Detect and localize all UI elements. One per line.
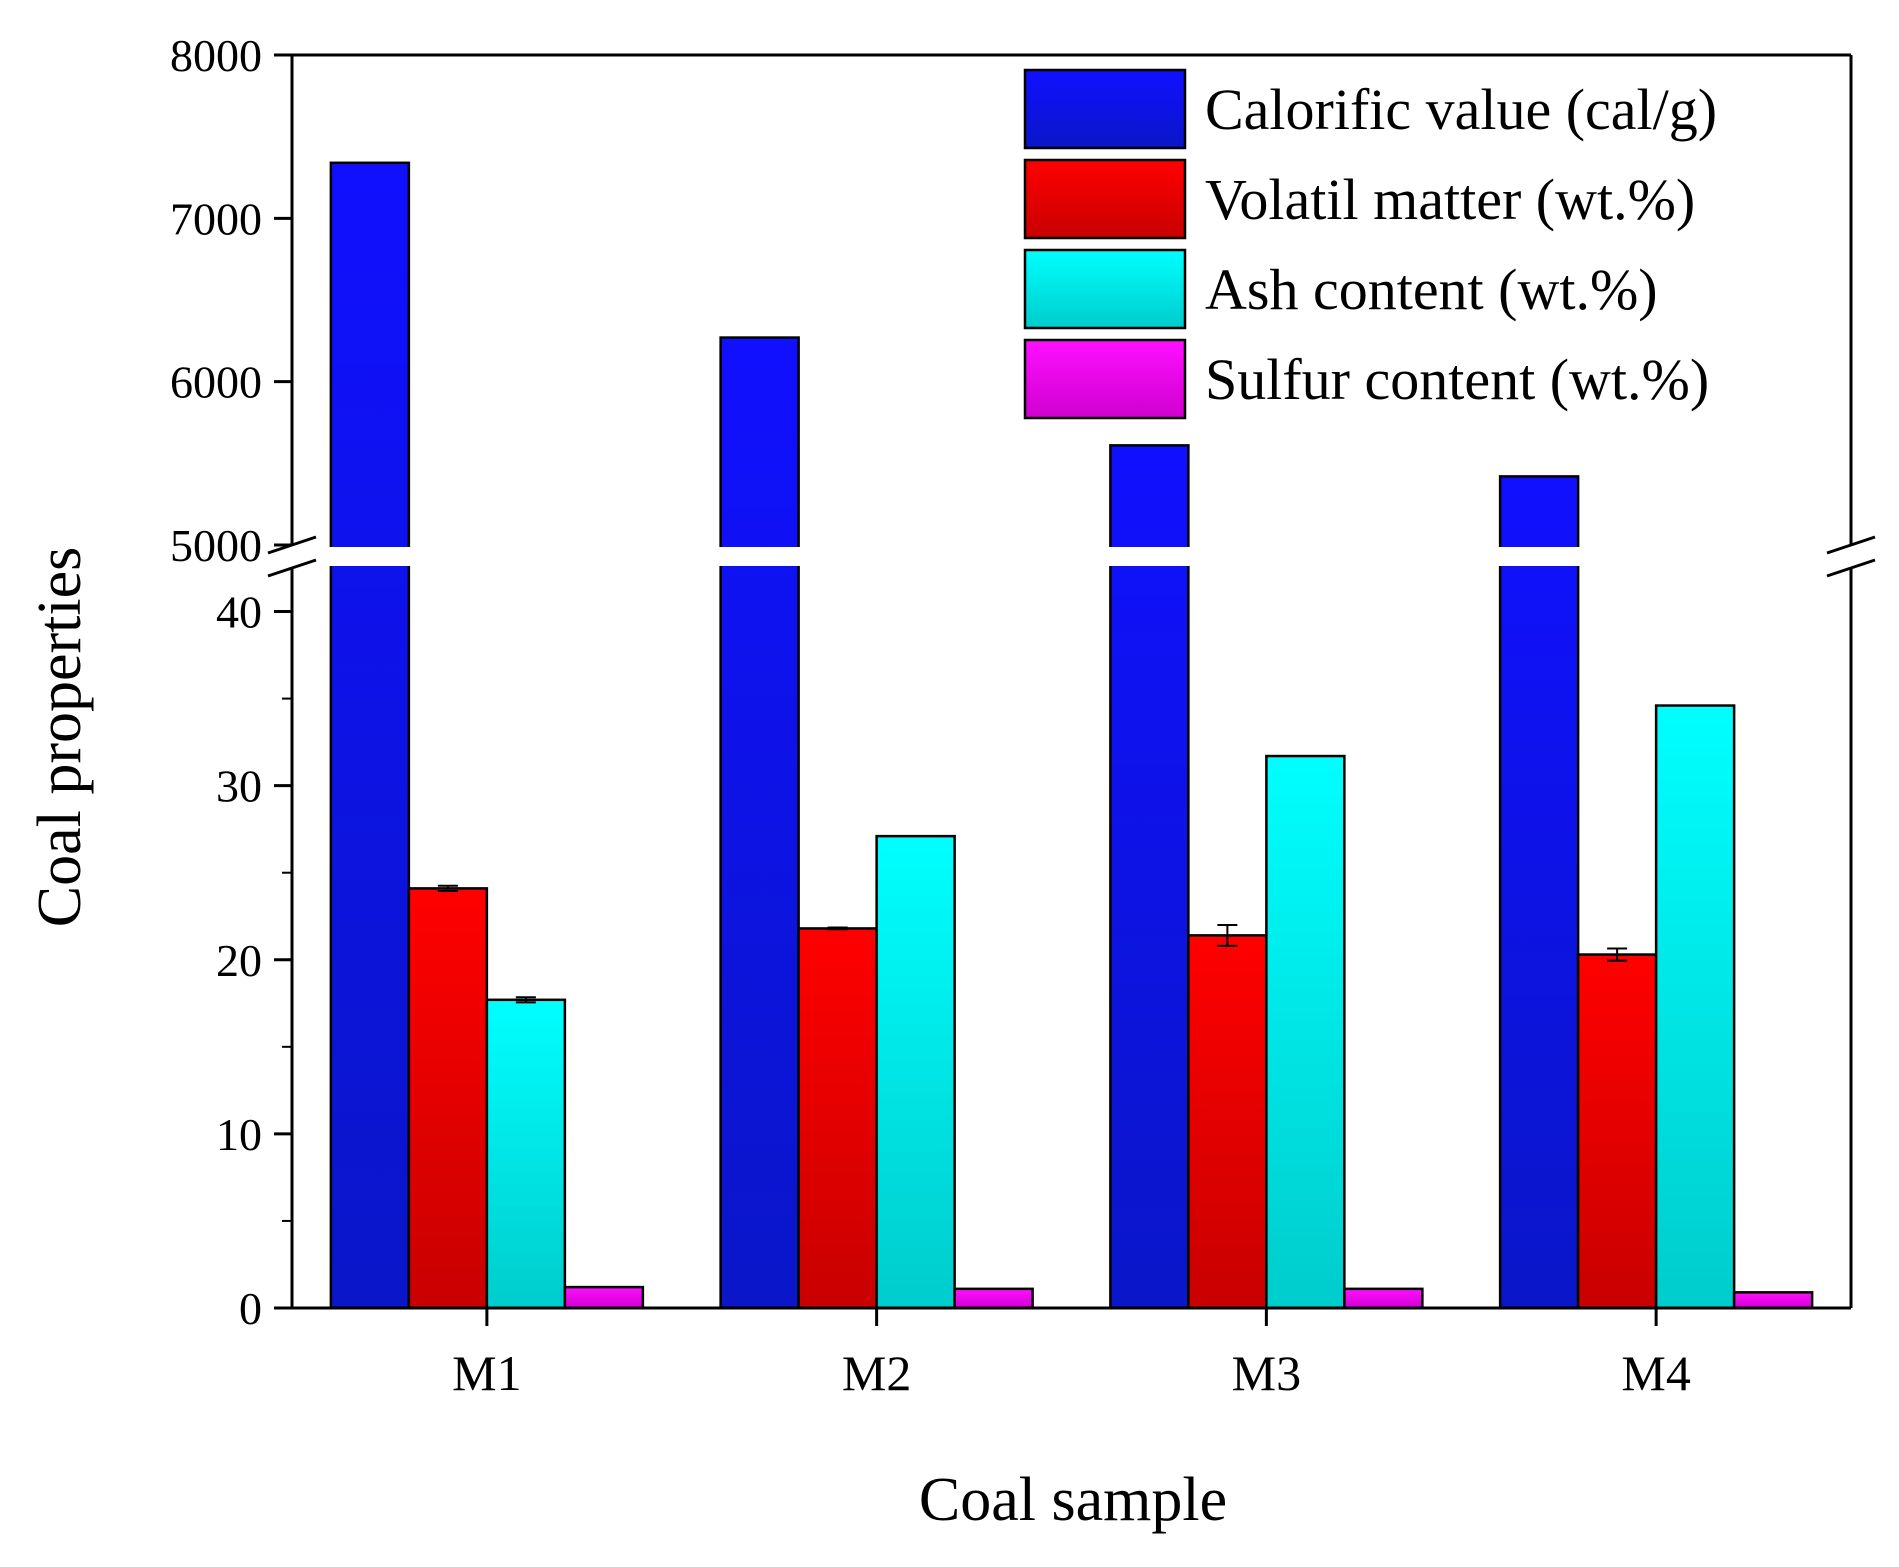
bar-m4-series-4: [1732, 1291, 1814, 1310]
axis-break-mark-right-lower: [1826, 558, 1876, 578]
error-bar-m1-series-2: [437, 884, 458, 892]
legend-swatch-1: [1023, 68, 1187, 150]
bar-m3-series-3: [1265, 754, 1346, 1310]
bar-m1-series-2: [407, 887, 489, 1310]
x-tick-label-m4: M4: [1621, 1345, 1690, 1401]
y-tick-label-7000: 7000: [170, 193, 262, 244]
y-tick-label-0: 0: [239, 1283, 262, 1334]
bar-m3-series-4: [1343, 1287, 1424, 1310]
axis-break-mark-left-lower: [267, 558, 317, 578]
axis-break-gap: [272, 547, 1871, 566]
x-tick-label-m3: M3: [1232, 1345, 1301, 1401]
y-axis-title: Coal properties: [26, 547, 94, 928]
legend-label-1: Calorific value (cal/g): [1205, 77, 1717, 142]
y-tick-label-10: 10: [216, 1109, 262, 1160]
x-tick-label-m2: M2: [842, 1345, 911, 1401]
bar-m2-series-4: [953, 1287, 1034, 1310]
bar-m3-series-1: [1109, 444, 1190, 1310]
error-bar-m3-series-2: [1217, 923, 1238, 947]
bar-m1-series-4: [563, 1285, 645, 1310]
legend-swatch-4: [1023, 338, 1187, 420]
y-tick-label-5000: 5000: [170, 520, 262, 571]
bar-m1-series-1: [329, 161, 411, 1310]
y-tick-label-20: 20: [216, 935, 262, 986]
legend: Calorific value (cal/g) Volatil matter (w…: [1023, 68, 1717, 420]
error-bar-m1-series-3: [515, 996, 536, 1004]
bar-m3-series-2: [1187, 934, 1268, 1310]
axis-break-mark-right-upper: [1826, 535, 1876, 555]
y-tick-label-40: 40: [216, 587, 262, 638]
x-axis-title: Coal sample: [919, 1466, 1227, 1534]
bars-layer: [272, 161, 1871, 1310]
error-bar-m2-series-2: [827, 926, 848, 931]
bar-m4-series-3: [1654, 704, 1736, 1310]
bar-m2-series-2: [797, 927, 878, 1310]
legend-swatch-3: [1023, 248, 1187, 330]
error-bar-m4-series-2: [1607, 947, 1628, 962]
legend-swatch-2: [1023, 158, 1187, 240]
y-tick-label-8000: 8000: [170, 30, 262, 81]
legend-label-2: Volatil matter (wt.%): [1205, 167, 1695, 232]
legend-label-4: Sulfur content (wt.%): [1205, 347, 1709, 412]
bar-m1-series-3: [485, 998, 567, 1310]
legend-label-3: Ash content (wt.%): [1205, 257, 1658, 322]
bar-m4-series-1: [1498, 475, 1580, 1310]
bar-m4-series-2: [1576, 953, 1658, 1310]
bar-m2-series-3: [875, 834, 956, 1310]
axes-layer: 5000 6000 7000 8000 0 10 20 30 40 M1 M2 M3 M4: [170, 30, 1876, 1401]
y-tick-label-30: 30: [216, 761, 262, 812]
y-tick-label-6000: 6000: [170, 357, 262, 408]
x-tick-label-m1: M1: [452, 1345, 521, 1401]
bar-m2-series-1: [719, 336, 800, 1310]
